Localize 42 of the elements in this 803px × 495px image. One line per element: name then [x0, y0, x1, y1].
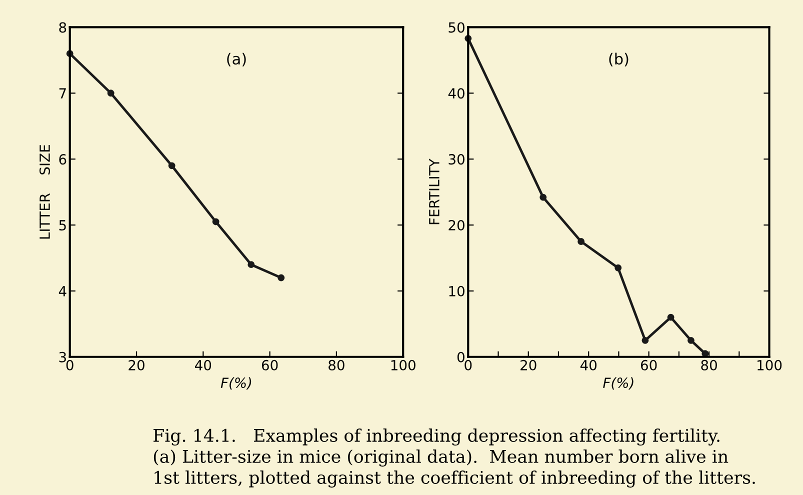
y-tick-label: 10 — [449, 286, 464, 296]
point — [540, 194, 547, 201]
y-tick-label: 5 — [59, 220, 66, 230]
x-tick-label: 80 — [328, 360, 344, 370]
annotation: (a) — [227, 52, 246, 66]
y-tick-label: 20 — [448, 220, 464, 230]
y-tick-label: 0 — [457, 352, 464, 362]
y-tick-label: 8 — [59, 22, 66, 33]
y-tick-label: 7 — [59, 88, 66, 98]
y-axis-title: FERTILITY — [429, 158, 440, 224]
y-tick-label: 6 — [59, 154, 66, 165]
x-tick-label: 100 — [758, 360, 782, 370]
y-tick-label: 4 — [58, 286, 66, 296]
point — [642, 336, 649, 344]
x-tick-label: 60 — [262, 360, 278, 370]
x-axis-title: F(%) — [603, 377, 634, 390]
x-tick-label: 80 — [701, 360, 717, 370]
y-axis-title: LITTER SIZE — [39, 145, 50, 239]
point — [248, 261, 255, 268]
y-tick-label: 40 — [448, 88, 464, 99]
point — [168, 162, 176, 170]
x-tick-label: 0 — [66, 360, 74, 370]
point — [614, 264, 622, 272]
x-tick-label: 60 — [640, 360, 657, 370]
x-axis-title: F(%) — [220, 377, 252, 390]
point — [278, 274, 285, 282]
y-tick-label: 3 — [59, 352, 66, 362]
point — [578, 238, 585, 245]
x-tick-label: 100 — [391, 360, 416, 370]
point — [688, 336, 694, 344]
y-tick-label: 30 — [448, 154, 464, 165]
x-tick-label: 0 — [464, 360, 472, 370]
annotation: (b) — [609, 52, 628, 66]
point — [107, 90, 114, 97]
x-tick-label: 20 — [128, 360, 144, 370]
point — [667, 314, 674, 321]
x-tick-label: 20 — [520, 360, 536, 370]
caption: Fig. 14.1. Examples of inbreeding depression affecting fertility. (a) Litter-size in mice (original data). Mean number born alive in 1st litters, plotted against the coefficient of inbreeding of the litters. — [154, 428, 755, 488]
y-tick-label: 50 — [448, 22, 464, 33]
x-tick-label: 40 — [195, 360, 212, 370]
point — [212, 218, 220, 226]
x-tick-label: 40 — [580, 360, 597, 370]
